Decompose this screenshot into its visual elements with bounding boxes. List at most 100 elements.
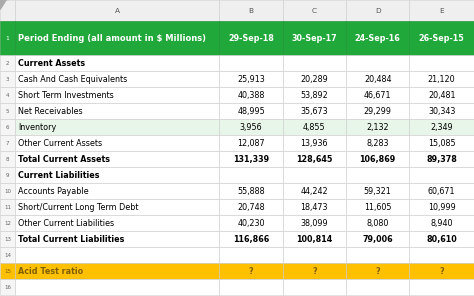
- Text: 20,289: 20,289: [301, 75, 328, 84]
- Text: 14: 14: [4, 253, 11, 258]
- Text: Inventory: Inventory: [18, 123, 57, 132]
- Text: 2,349: 2,349: [430, 123, 453, 132]
- Bar: [0, 183, 15, 199]
- Bar: [219, 135, 283, 151]
- Bar: [283, 87, 346, 103]
- Text: 29-Sep-18: 29-Sep-18: [228, 34, 274, 43]
- Bar: [0, 135, 15, 151]
- Bar: [410, 263, 474, 279]
- Polygon shape: [0, 0, 6, 9]
- Bar: [15, 199, 219, 215]
- Bar: [15, 135, 219, 151]
- Text: 131,339: 131,339: [233, 155, 269, 164]
- Text: 18,473: 18,473: [301, 203, 328, 212]
- Bar: [410, 0, 474, 21]
- Text: Cash And Cash Equivalents: Cash And Cash Equivalents: [18, 75, 128, 84]
- Bar: [346, 183, 410, 199]
- Text: 15,085: 15,085: [428, 139, 456, 148]
- Bar: [219, 199, 283, 215]
- Bar: [283, 183, 346, 199]
- Bar: [219, 215, 283, 231]
- Bar: [346, 21, 410, 55]
- Bar: [0, 103, 15, 119]
- Text: 21,120: 21,120: [428, 75, 456, 84]
- Text: C: C: [312, 8, 317, 14]
- Bar: [15, 151, 219, 167]
- Text: 10,999: 10,999: [428, 203, 456, 212]
- Bar: [410, 231, 474, 247]
- Text: 20,748: 20,748: [237, 203, 265, 212]
- Bar: [283, 231, 346, 247]
- Text: 26-Sep-15: 26-Sep-15: [419, 34, 465, 43]
- Bar: [0, 87, 15, 103]
- Text: ?: ?: [249, 267, 253, 276]
- Text: 40,388: 40,388: [237, 91, 264, 100]
- Text: 8,283: 8,283: [366, 139, 389, 148]
- Bar: [0, 71, 15, 87]
- Text: Net Receivables: Net Receivables: [18, 107, 83, 116]
- Bar: [346, 247, 410, 263]
- Bar: [410, 167, 474, 183]
- Text: 128,645: 128,645: [296, 155, 333, 164]
- Bar: [15, 183, 219, 199]
- Text: 38,099: 38,099: [301, 219, 328, 228]
- Bar: [283, 215, 346, 231]
- Text: 8: 8: [6, 157, 9, 162]
- Bar: [219, 167, 283, 183]
- Text: 12: 12: [4, 221, 11, 226]
- Text: 106,869: 106,869: [359, 155, 396, 164]
- Bar: [0, 151, 15, 167]
- Bar: [410, 183, 474, 199]
- Text: 55,888: 55,888: [237, 187, 265, 196]
- Text: 89,378: 89,378: [426, 155, 457, 164]
- Bar: [15, 279, 219, 295]
- Bar: [15, 247, 219, 263]
- Bar: [410, 247, 474, 263]
- Text: 40,230: 40,230: [237, 219, 265, 228]
- Bar: [0, 167, 15, 183]
- Bar: [15, 263, 219, 279]
- Bar: [283, 167, 346, 183]
- Text: 2,132: 2,132: [366, 123, 389, 132]
- Text: 100,814: 100,814: [296, 235, 332, 244]
- Text: 11,605: 11,605: [364, 203, 392, 212]
- Bar: [0, 279, 15, 295]
- Bar: [219, 0, 283, 21]
- Bar: [15, 55, 219, 71]
- Bar: [15, 0, 219, 21]
- Bar: [346, 0, 410, 21]
- Bar: [410, 135, 474, 151]
- Text: 13: 13: [4, 237, 11, 242]
- Bar: [219, 231, 283, 247]
- Text: Short Term Investments: Short Term Investments: [18, 91, 114, 100]
- Text: 4,855: 4,855: [303, 123, 326, 132]
- Bar: [15, 87, 219, 103]
- Text: 116,866: 116,866: [233, 235, 269, 244]
- Text: 8,080: 8,080: [366, 219, 389, 228]
- Bar: [346, 199, 410, 215]
- Bar: [410, 199, 474, 215]
- Text: 2: 2: [6, 61, 9, 66]
- Bar: [219, 183, 283, 199]
- Bar: [15, 167, 219, 183]
- Bar: [283, 0, 346, 21]
- Text: 11: 11: [4, 205, 11, 210]
- Bar: [0, 55, 15, 71]
- Bar: [346, 231, 410, 247]
- Text: 29,299: 29,299: [364, 107, 392, 116]
- Text: A: A: [115, 8, 120, 14]
- Bar: [410, 103, 474, 119]
- Text: Period Ending (all amount in $ Millions): Period Ending (all amount in $ Millions): [18, 34, 207, 43]
- Bar: [346, 167, 410, 183]
- Text: Short/Current Long Term Debt: Short/Current Long Term Debt: [18, 203, 139, 212]
- Text: Other Current Liabilities: Other Current Liabilities: [18, 219, 115, 228]
- Bar: [219, 87, 283, 103]
- Bar: [0, 215, 15, 231]
- Bar: [219, 21, 283, 55]
- Bar: [410, 21, 474, 55]
- Text: ?: ?: [439, 267, 444, 276]
- Bar: [410, 71, 474, 87]
- Bar: [0, 0, 15, 21]
- Bar: [0, 21, 15, 55]
- Bar: [410, 87, 474, 103]
